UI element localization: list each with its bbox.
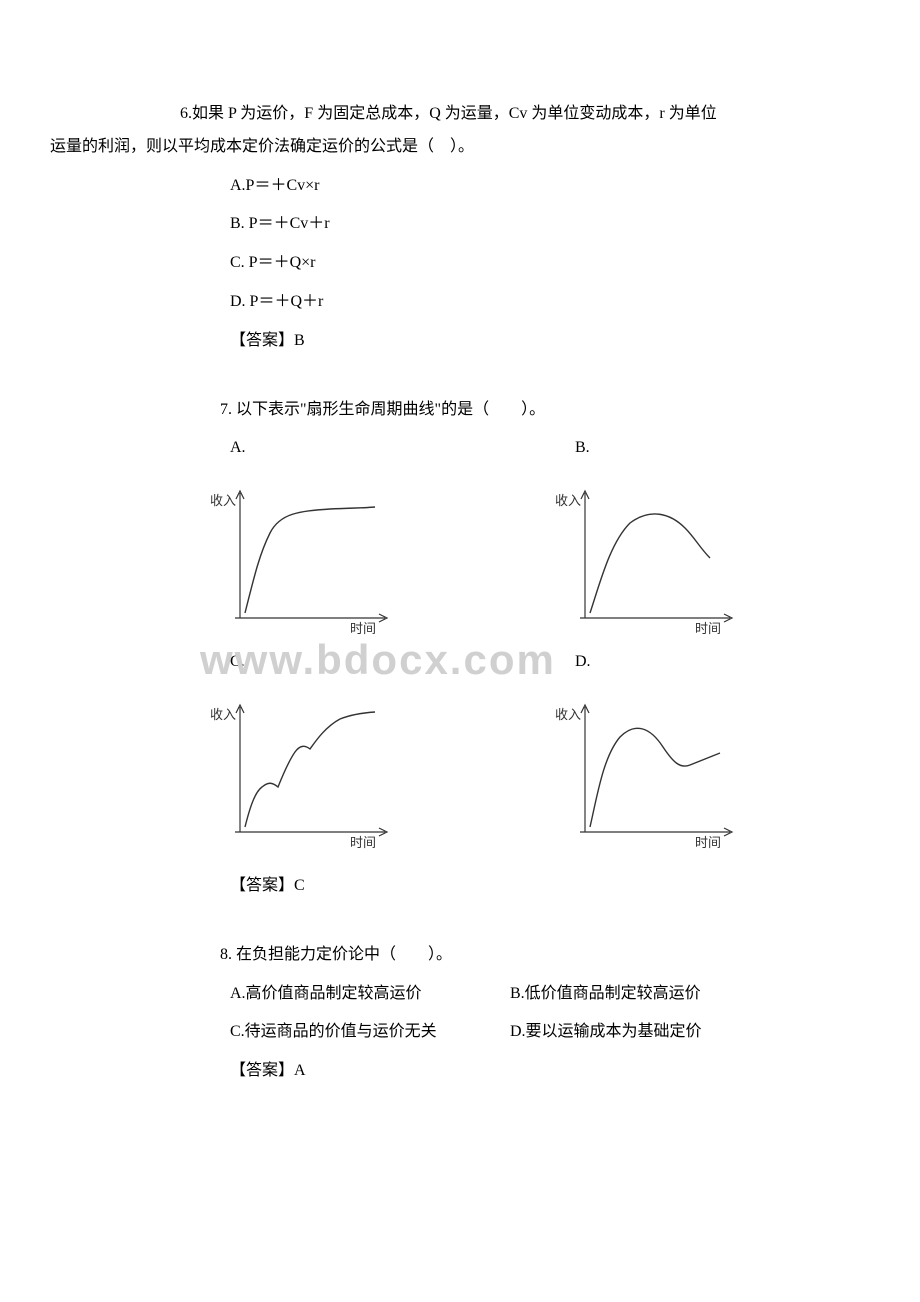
q7-answer: 【答案】C bbox=[230, 872, 870, 901]
q6-option-d: D. P＝＋Q＋r bbox=[230, 288, 870, 317]
q7-chart-d-cell: D. bbox=[545, 648, 870, 687]
axis-x-label: 时间 bbox=[695, 621, 721, 636]
q7-letter-b: B. bbox=[575, 434, 590, 463]
q7-letter-a: A. bbox=[230, 434, 246, 463]
q7-stem: 7. 以下表示"扇形生命周期曲线"的是（ ）。 bbox=[220, 396, 870, 425]
q8-row2: C.待运商品的价值与运价无关 D.要以运输成本为基础定价 bbox=[230, 1018, 870, 1047]
q8-option-a: A.高价值商品制定较高运价 bbox=[230, 980, 510, 1009]
q7-chart-a-cell: A. bbox=[200, 434, 525, 473]
curve-a bbox=[245, 507, 375, 613]
axis-x-label: 时间 bbox=[695, 835, 721, 850]
q7-chart-d-svg-cell: 收入 时间 bbox=[545, 697, 870, 852]
curve-c bbox=[245, 712, 375, 827]
q8-option-c: C.待运商品的价值与运价无关 bbox=[230, 1018, 510, 1047]
q7-chart-a: 收入 时间 bbox=[200, 483, 400, 638]
curve-b bbox=[590, 514, 710, 613]
q6-option-b: B. P＝＋Cv＋r bbox=[230, 210, 870, 239]
axis-y-label: 收入 bbox=[210, 707, 236, 722]
q6-option-a: A.P＝＋Cv×r bbox=[230, 172, 870, 201]
axis-x-label: 时间 bbox=[350, 835, 376, 850]
question-8: 8. 在负担能力定价论中（ ）。 A.高价值商品制定较高运价 B.低价值商品制定… bbox=[50, 941, 870, 1086]
q6-line2: 运量的利润，则以平均成本定价法确定运价的公式是（ ）。 bbox=[50, 133, 870, 162]
q8-answer: 【答案】A bbox=[230, 1057, 870, 1086]
q7-chart-b: 收入 时间 bbox=[545, 483, 745, 638]
q8-option-b: B.低价值商品制定较高运价 bbox=[510, 980, 790, 1009]
q8-stem: 8. 在负担能力定价论中（ ）。 bbox=[220, 941, 870, 970]
watermark-text: www.bdocx.com bbox=[200, 622, 556, 698]
axis-y-label: 收入 bbox=[555, 707, 581, 722]
q7-chart-c-svg-cell: 收入 时间 bbox=[200, 697, 525, 852]
q7-chart-d: 收入 时间 bbox=[545, 697, 745, 852]
q8-option-d: D.要以运输成本为基础定价 bbox=[510, 1018, 790, 1047]
q8-options: A.高价值商品制定较高运价 B.低价值商品制定较高运价 C.待运商品的价值与运价… bbox=[230, 980, 870, 1048]
curve-d bbox=[590, 728, 720, 827]
q6-option-c: C. P＝＋Q×r bbox=[230, 249, 870, 278]
question-6: 6.如果 P 为运价，F 为固定总成本，Q 为运量，Cv 为单位变动成本，r 为… bbox=[50, 100, 870, 356]
q8-row1: A.高价值商品制定较高运价 B.低价值商品制定较高运价 bbox=[230, 980, 870, 1009]
q7-chart-c: 收入 时间 bbox=[200, 697, 400, 852]
q7-chart-b-svg-cell: 收入 时间 bbox=[545, 483, 870, 638]
q7-chart-a-svg-cell: 收入 时间 bbox=[200, 483, 525, 638]
axis-y-label: 收入 bbox=[555, 493, 581, 508]
axis-y-label: 收入 bbox=[210, 493, 236, 508]
q6-line1: 6.如果 P 为运价，F 为固定总成本，Q 为运量，Cv 为单位变动成本，r 为… bbox=[50, 100, 870, 129]
q7-chart-b-cell: B. bbox=[545, 434, 870, 473]
q6-answer: 【答案】B bbox=[230, 327, 870, 356]
q7-letter-d: D. bbox=[575, 648, 591, 677]
